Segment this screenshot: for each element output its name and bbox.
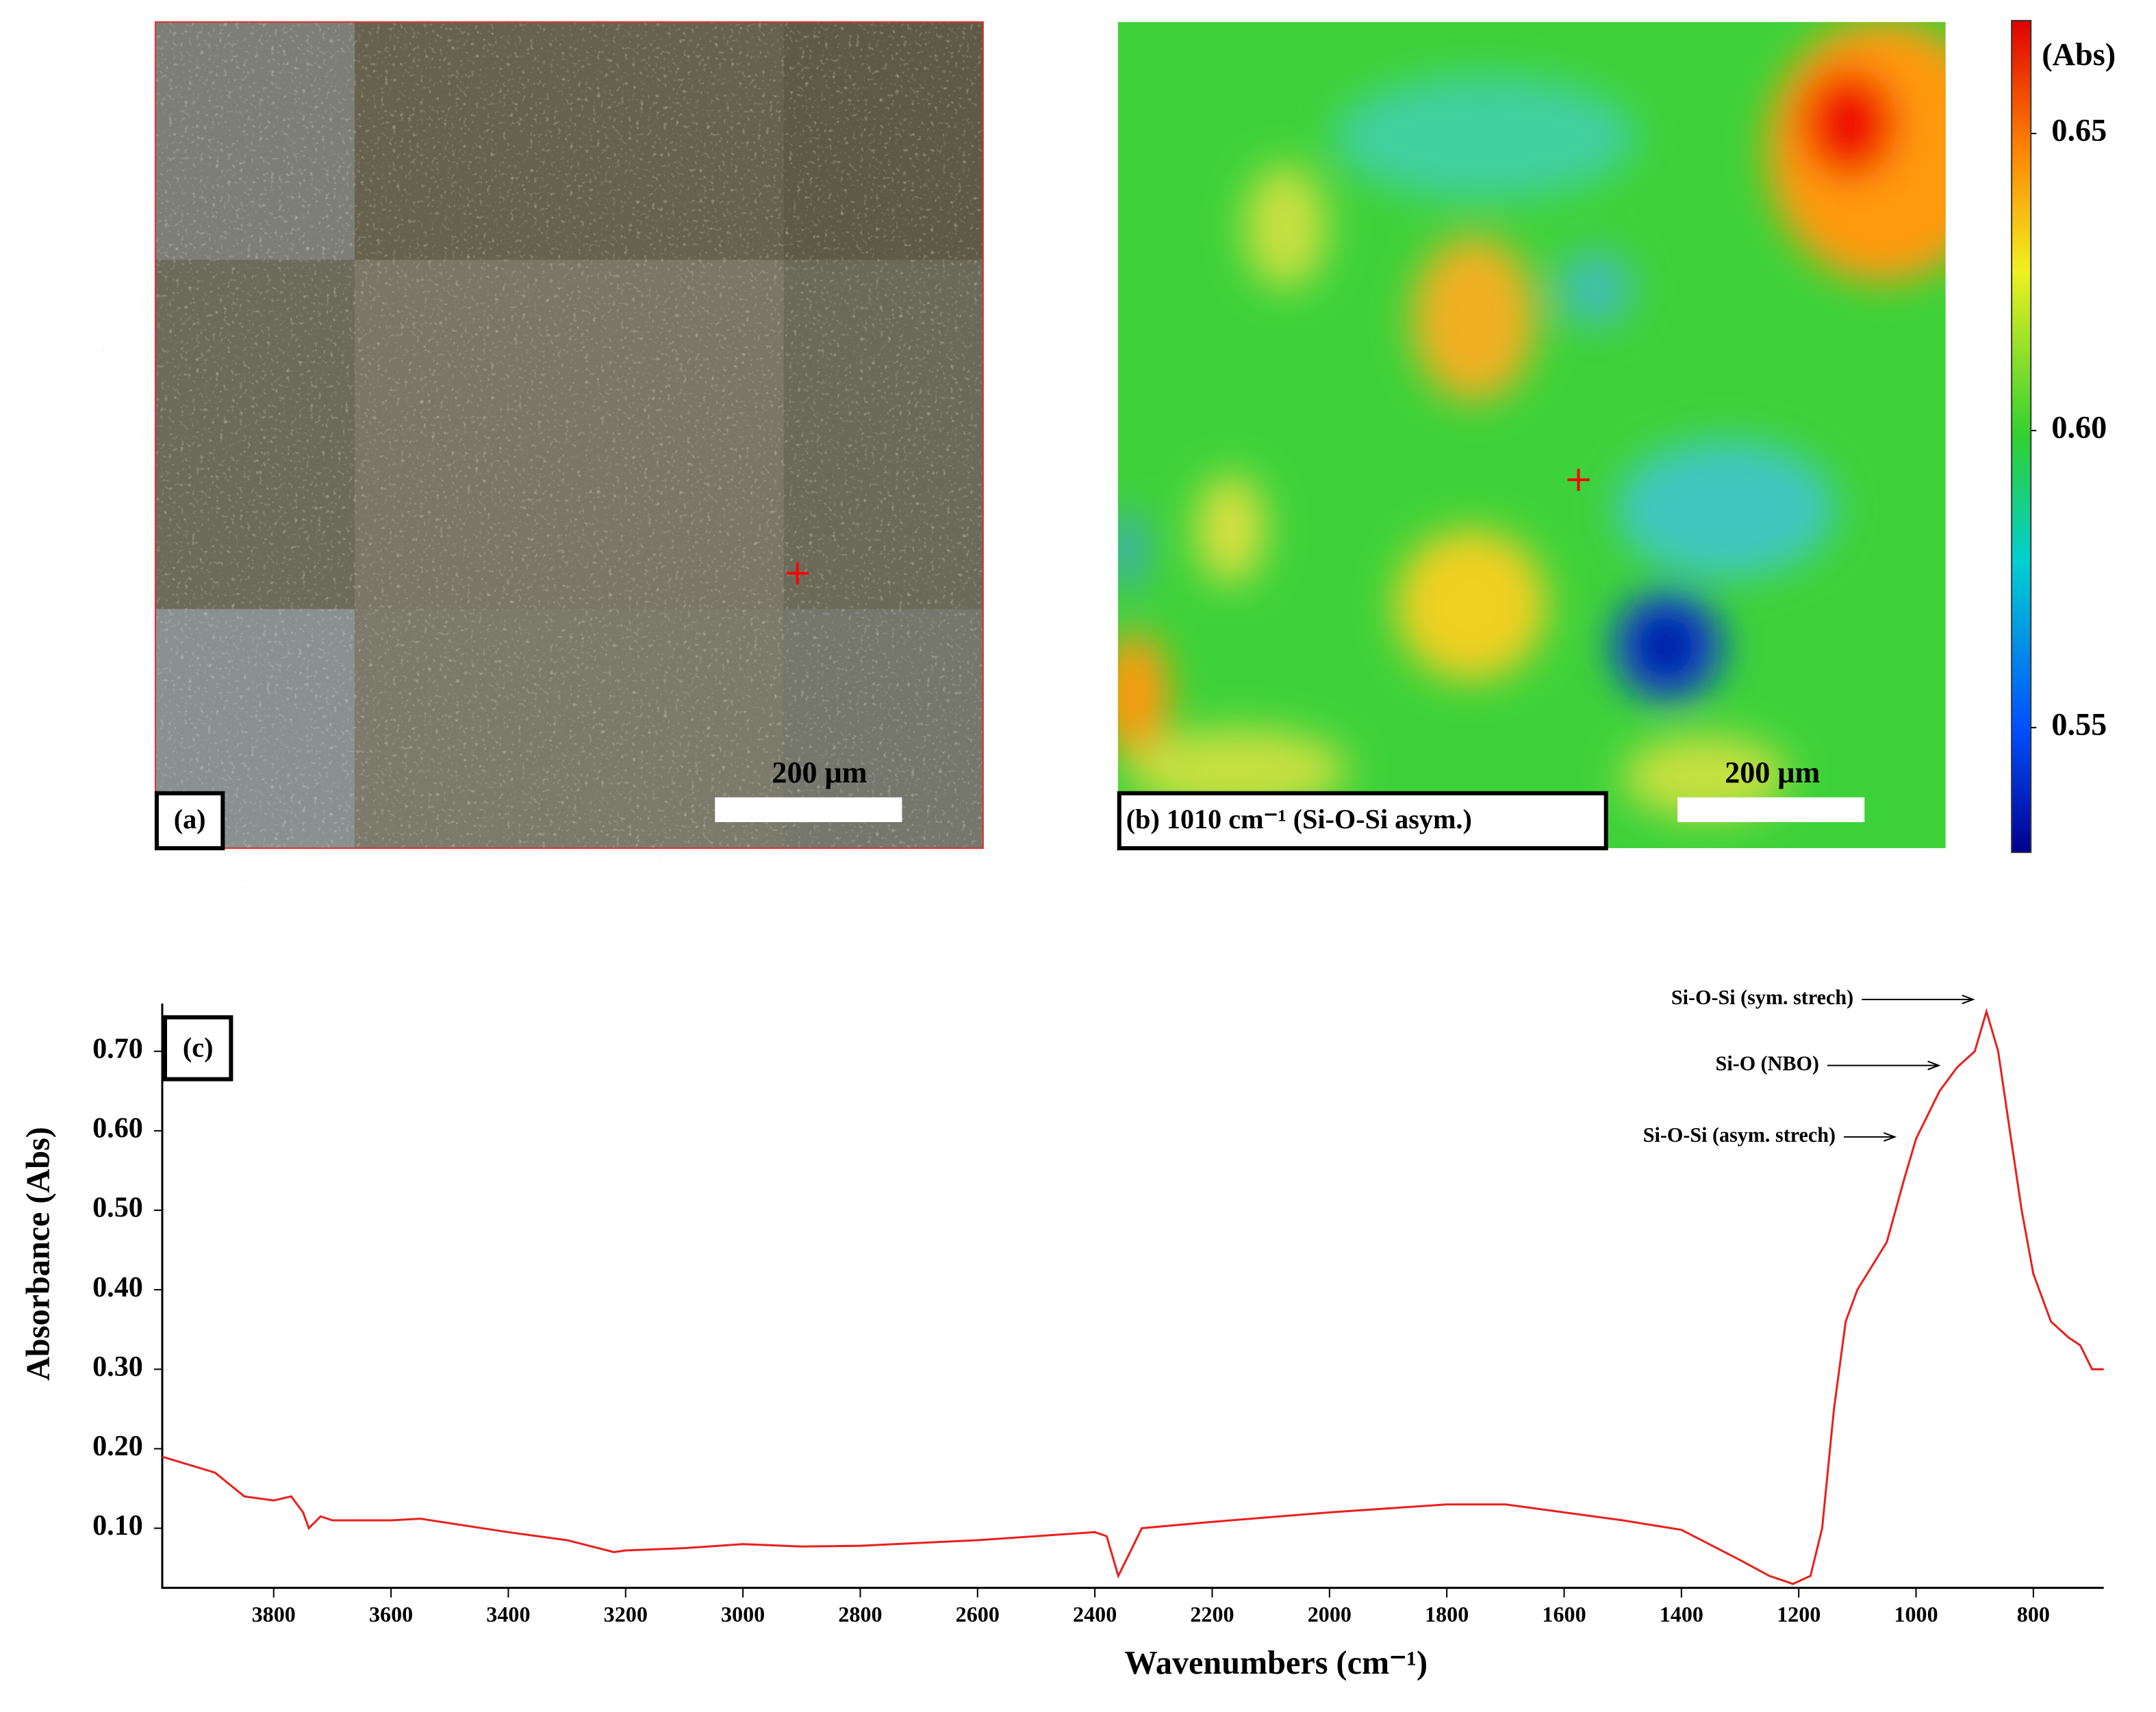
y-axis-label: Absorbance (Abs) <box>20 1127 56 1381</box>
annotation: Si-O (NBO) <box>1716 1051 1819 1075</box>
x-tick-label: 1000 <box>1894 1602 1938 1626</box>
x-axis-label: Wavenumbers (cm⁻¹) <box>1124 1645 1428 1681</box>
x-tick-label: 1400 <box>1660 1602 1703 1626</box>
x-tick-label: 1200 <box>1777 1602 1821 1626</box>
x-tick-label: 800 <box>2017 1602 2050 1626</box>
axes <box>161 1004 2104 1589</box>
x-tick-label: 3200 <box>604 1602 648 1626</box>
y-tick-label: 0.30 <box>92 1351 143 1383</box>
label-box-c <box>162 1015 233 1082</box>
x-tick-label: 3800 <box>252 1602 296 1626</box>
colorbar-tick-label: 0.65 <box>2051 113 2107 148</box>
x-tick-label: 2800 <box>838 1602 882 1626</box>
panel-label: (c) <box>183 1032 214 1063</box>
annotation-arrow <box>1827 1060 1941 1071</box>
spectrum-line <box>162 1008 2104 1585</box>
x-tick-label: 3000 <box>721 1602 765 1626</box>
x-tick-label: 3400 <box>486 1602 530 1626</box>
colorbar-tick-label: 0.55 <box>2051 707 2107 742</box>
x-tick-label: 2400 <box>1073 1602 1117 1626</box>
x-tick-label: 2600 <box>956 1602 1000 1626</box>
x-tick-label: 1800 <box>1425 1602 1469 1626</box>
colorbar <box>2011 20 2032 854</box>
y-tick-label: 0.40 <box>92 1271 143 1303</box>
y-tick-label: 0.70 <box>92 1032 143 1064</box>
y-tick-label: 0.10 <box>92 1509 143 1542</box>
x-tick-label: 2000 <box>1308 1602 1352 1626</box>
colorbar-tick-label: 0.60 <box>2051 410 2107 445</box>
absorbance-map <box>1117 22 1946 849</box>
panel-label: (b) 1010 cm⁻¹ (Si-O-Si asym.) <box>1126 804 1472 834</box>
y-tick-label: 0.50 <box>92 1192 143 1224</box>
colorbar-label: (Abs) <box>2042 37 2116 72</box>
label-box-b <box>1117 791 1608 851</box>
annotation: Si-O-Si (asym. strech) <box>1643 1123 1836 1147</box>
annotation-arrow <box>1844 1132 1897 1142</box>
annotation: Si-O-Si (sym. strech) <box>1671 986 1853 1009</box>
y-tick-label: 0.60 <box>92 1112 143 1145</box>
panel-label: (a) <box>174 804 206 834</box>
x-tick-label: 2200 <box>1190 1602 1234 1626</box>
scale-bar-label: 200 μm <box>772 756 867 789</box>
optical-image <box>154 21 984 849</box>
annotation-arrow <box>1862 995 1975 1005</box>
x-tick-label: 3600 <box>369 1602 413 1626</box>
scale-bar-label: 200 μm <box>1725 756 1820 789</box>
x-tick-label: 1600 <box>1542 1602 1586 1626</box>
y-tick-label: 0.20 <box>92 1430 143 1462</box>
label-box-a <box>154 791 225 851</box>
